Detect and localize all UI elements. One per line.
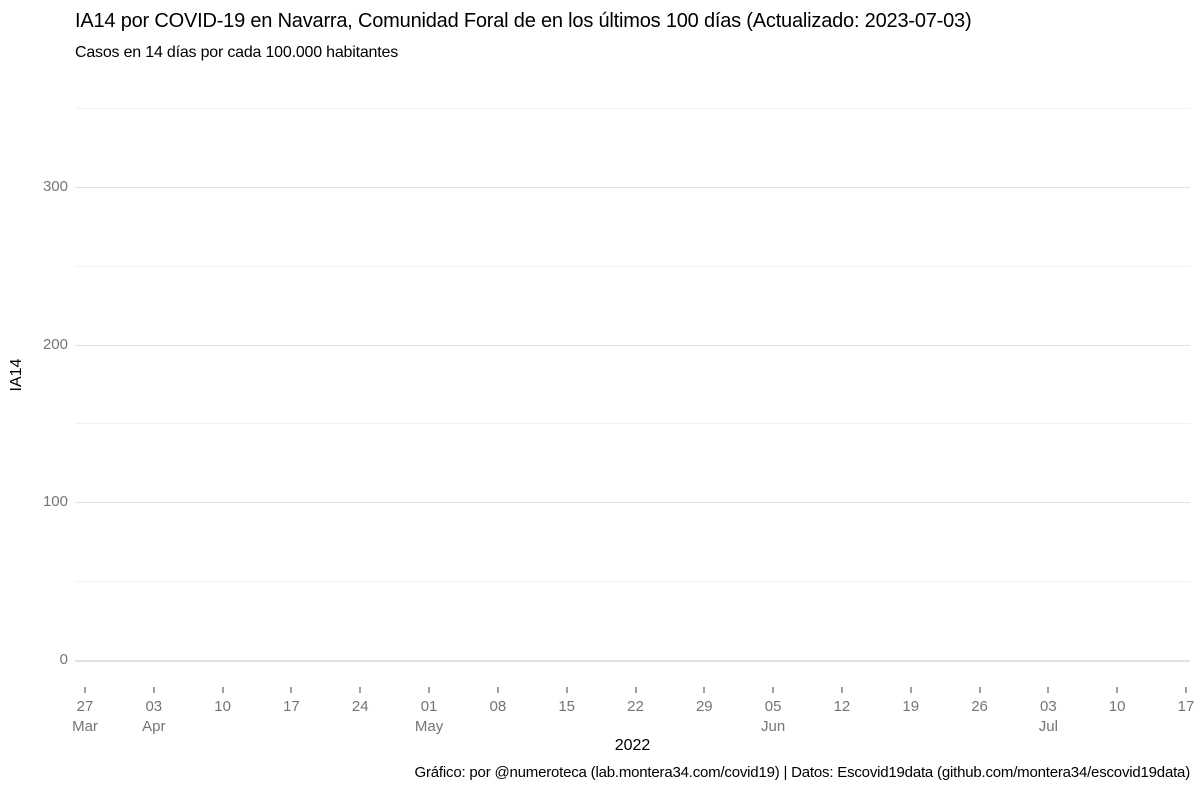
x-tick-day-label: 29	[695, 698, 713, 715]
x-tick-day-label: 03	[1040, 698, 1057, 715]
x-tick-day-label: 27	[76, 698, 94, 715]
x-tick-month-label: Apr	[142, 718, 166, 735]
x-tick-mark	[634, 687, 637, 693]
x-tick-day-label: 08	[489, 698, 507, 715]
x-tick-month-label: Mar	[72, 718, 98, 735]
x-tick-mark	[703, 687, 706, 693]
plot-area	[75, 100, 1190, 662]
minor-gridline	[75, 108, 1190, 110]
x-tick-day-label: 10	[1108, 698, 1126, 715]
minor-gridline	[75, 423, 1190, 425]
x-tick-mark	[909, 687, 912, 693]
x-tick-mark	[496, 687, 499, 693]
x-tick-month-label: May	[414, 718, 444, 735]
major-gridline	[75, 186, 1190, 188]
x-tick-mark	[565, 687, 568, 693]
x-tick-mark	[290, 687, 293, 693]
credits: Gráfico: por @numeroteca (lab.montera34.…	[414, 764, 1191, 781]
minor-gridline	[75, 581, 1190, 583]
x-tick-mark	[1185, 687, 1187, 693]
x-tick-month-label: Jun	[761, 718, 786, 735]
x-tick-day-label: 17	[1177, 698, 1195, 715]
y-tick-label: 300	[42, 177, 68, 195]
x-axis: 27 Mar 03 Apr 10 17 24 01 May 08 15 22 29 05 Jun 12 19 26…	[72, 660, 1194, 750]
y-tick-label: 200	[42, 335, 68, 353]
chart-subtitle: Casos en 14 días por cada 100.000 habita…	[75, 44, 398, 61]
x-tick-day-label: 19	[902, 698, 920, 715]
x-tick-mark	[1116, 687, 1119, 693]
zero-gridline	[75, 660, 1190, 662]
y-tick-label: 0	[59, 651, 68, 668]
major-gridline	[75, 502, 1190, 504]
x-tick-mark	[1047, 687, 1050, 693]
x-tick-day-label: 17	[283, 698, 300, 715]
x-tick-mark	[840, 687, 843, 693]
x-tick-day-label: 01	[420, 698, 438, 715]
x-tick-mark	[359, 687, 362, 693]
major-gridline	[75, 344, 1190, 346]
x-tick-mark	[221, 687, 224, 693]
x-tick-day-label: 03	[145, 698, 163, 715]
x-tick-day-label: 12	[833, 698, 851, 715]
minor-gridline	[75, 265, 1190, 267]
x-tick-day-label: 24	[351, 698, 369, 715]
x-tick-day-label: 15	[558, 698, 576, 715]
x-tick-mark	[978, 687, 981, 693]
x-tick-mark	[152, 687, 155, 693]
x-tick-day-label: 22	[627, 698, 644, 715]
chart-title: IA14 por COVID-19 en Navarra, Comunidad …	[75, 10, 972, 32]
x-tick-day-label: 05	[764, 698, 782, 715]
x-axis-title: 2022	[614, 737, 651, 754]
x-tick-month-label: Jul	[1038, 718, 1058, 735]
x-tick-mark	[772, 687, 775, 693]
x-tick-day-label: 26	[971, 698, 988, 715]
x-tick-day-label: 10	[214, 698, 231, 715]
y-tick-label: 100	[42, 493, 68, 511]
x-tick-mark	[84, 687, 86, 693]
x-tick-mark	[428, 687, 431, 693]
